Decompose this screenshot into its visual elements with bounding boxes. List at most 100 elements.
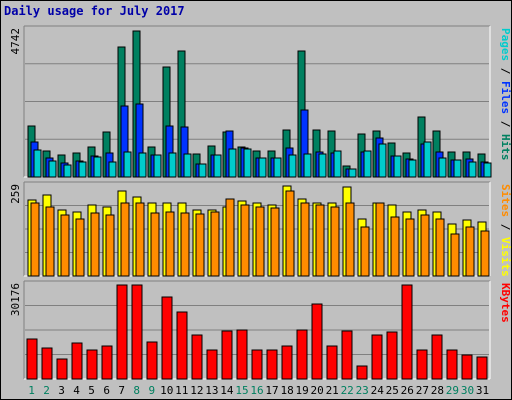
x-tick-label-day-30: 30 — [461, 384, 474, 397]
bar-kbytes-day-10 — [161, 296, 173, 380]
bar-pages-day-9 — [153, 154, 162, 178]
x-tick-label-day-17: 17 — [265, 384, 278, 397]
bar-pages-day-6 — [108, 161, 117, 178]
bar-sites-day-9 — [150, 212, 160, 277]
bar-kbytes-day-27 — [416, 349, 428, 380]
bar-kbytes-day-1 — [26, 338, 38, 380]
bar-pages-day-1 — [33, 149, 42, 178]
bar-pages-day-29 — [453, 159, 462, 178]
x-tick-label-day-23: 23 — [356, 384, 369, 397]
bar-kbytes-day-19 — [296, 329, 308, 380]
x-tick-label-day-24: 24 — [371, 384, 385, 397]
bar-sites-day-10 — [165, 211, 175, 277]
x-tick-label-day-15: 15 — [235, 384, 248, 397]
bar-sites-day-7 — [120, 202, 130, 277]
bar-sites-day-16 — [255, 206, 265, 277]
bar-pages-day-21 — [333, 150, 342, 178]
bar-pages-day-18 — [288, 154, 297, 178]
bar-pages-day-2 — [48, 160, 57, 178]
bar-sites-day-25 — [390, 216, 400, 277]
bar-kbytes-day-31 — [476, 356, 488, 380]
legend-item-hits: Hits — [499, 134, 512, 161]
x-tick-label-day-16: 16 — [250, 384, 263, 397]
x-tick-label-day-27: 27 — [416, 384, 429, 397]
bar-sites-day-11 — [180, 212, 190, 277]
bar-kbytes-day-4 — [71, 342, 83, 380]
x-tick-label-day-11: 11 — [175, 384, 188, 397]
bar-sites-day-27 — [420, 214, 430, 277]
x-tick-label-day-3: 3 — [58, 384, 65, 397]
bar-kbytes-day-9 — [146, 341, 158, 380]
bar-pages-day-20 — [318, 153, 327, 178]
bar-kbytes-day-28 — [431, 334, 443, 380]
bar-pages-day-13 — [213, 154, 222, 178]
bar-kbytes-day-21 — [326, 345, 338, 380]
x-tick-label-day-29: 29 — [446, 384, 459, 397]
x-tick-label-day-19: 19 — [295, 384, 308, 397]
bar-pages-day-7 — [123, 151, 132, 178]
bar-kbytes-day-7 — [116, 284, 128, 380]
bar-sites-day-17 — [270, 207, 280, 277]
bar-sites-day-12 — [195, 213, 205, 277]
bar-sites-day-21 — [330, 206, 340, 277]
bar-sites-day-29 — [450, 233, 460, 277]
bar-pages-day-28 — [438, 157, 447, 178]
bar-pages-day-22 — [348, 168, 357, 178]
bar-kbytes-day-6 — [101, 345, 113, 380]
bar-kbytes-day-25 — [386, 331, 398, 380]
y-max-label: 4742 — [9, 28, 22, 55]
y-max-label: 30176 — [9, 283, 22, 316]
legend-item-pages: Pages — [499, 28, 512, 61]
bar-sites-day-5 — [90, 212, 100, 277]
bar-sites-day-3 — [60, 214, 70, 277]
legend-item-sep: / — [499, 217, 512, 237]
x-tick-label-day-1: 1 — [28, 384, 35, 397]
bar-pages-day-30 — [468, 161, 477, 178]
bar-pages-day-3 — [63, 164, 72, 178]
bar-pages-day-26 — [408, 159, 417, 178]
x-tick-label-day-21: 21 — [326, 384, 339, 397]
x-tick-label-day-8: 8 — [133, 384, 140, 397]
y-max-label: 259 — [9, 184, 22, 204]
x-tick-label-day-2: 2 — [43, 384, 50, 397]
chart-title: Daily usage for July 2017 — [4, 4, 185, 18]
bar-pages-day-4 — [78, 161, 87, 178]
x-tick-label-day-6: 6 — [103, 384, 110, 397]
legend-kbytes: KBytes — [499, 283, 512, 323]
bar-sites-day-8 — [135, 202, 145, 277]
bar-sites-day-4 — [75, 218, 85, 277]
bar-kbytes-day-30 — [461, 354, 473, 380]
x-tick-label-day-10: 10 — [160, 384, 173, 397]
bar-sites-day-6 — [105, 214, 115, 277]
x-tick-label-day-18: 18 — [280, 384, 293, 397]
x-tick-label-day-4: 4 — [73, 384, 80, 397]
bar-pages-day-17 — [273, 157, 282, 178]
legend-item-files: Files — [499, 81, 512, 114]
bar-kbytes-day-5 — [86, 349, 98, 380]
bar-kbytes-day-3 — [56, 358, 68, 380]
bar-kbytes-day-23 — [356, 365, 368, 380]
x-tick-label-day-31: 31 — [476, 384, 489, 397]
bar-pages-day-10 — [168, 152, 177, 178]
bar-pages-day-14 — [228, 148, 237, 178]
bar-sites-day-1 — [30, 202, 40, 277]
bar-sites-day-13 — [210, 211, 220, 277]
bar-kbytes-day-20 — [311, 303, 323, 380]
legend-hits-files-pages: Pages / Files / Hits — [499, 28, 512, 161]
bar-sites-day-15 — [240, 204, 250, 277]
bar-pages-day-15 — [243, 148, 252, 178]
bar-kbytes-day-15 — [236, 329, 248, 380]
x-tick-label-day-12: 12 — [190, 384, 203, 397]
bar-kbytes-day-18 — [281, 345, 293, 380]
bar-sites-day-18 — [285, 190, 295, 277]
bar-kbytes-day-2 — [41, 347, 53, 380]
bar-pages-day-8 — [138, 152, 147, 178]
bar-kbytes-day-22 — [341, 330, 353, 380]
x-tick-label-day-26: 26 — [401, 384, 414, 397]
bar-kbytes-day-14 — [221, 330, 233, 380]
x-tick-label-day-14: 14 — [220, 384, 234, 397]
bar-kbytes-day-17 — [266, 349, 278, 380]
bar-sites-day-20 — [315, 204, 325, 277]
legend-item-sep: / — [499, 61, 512, 81]
